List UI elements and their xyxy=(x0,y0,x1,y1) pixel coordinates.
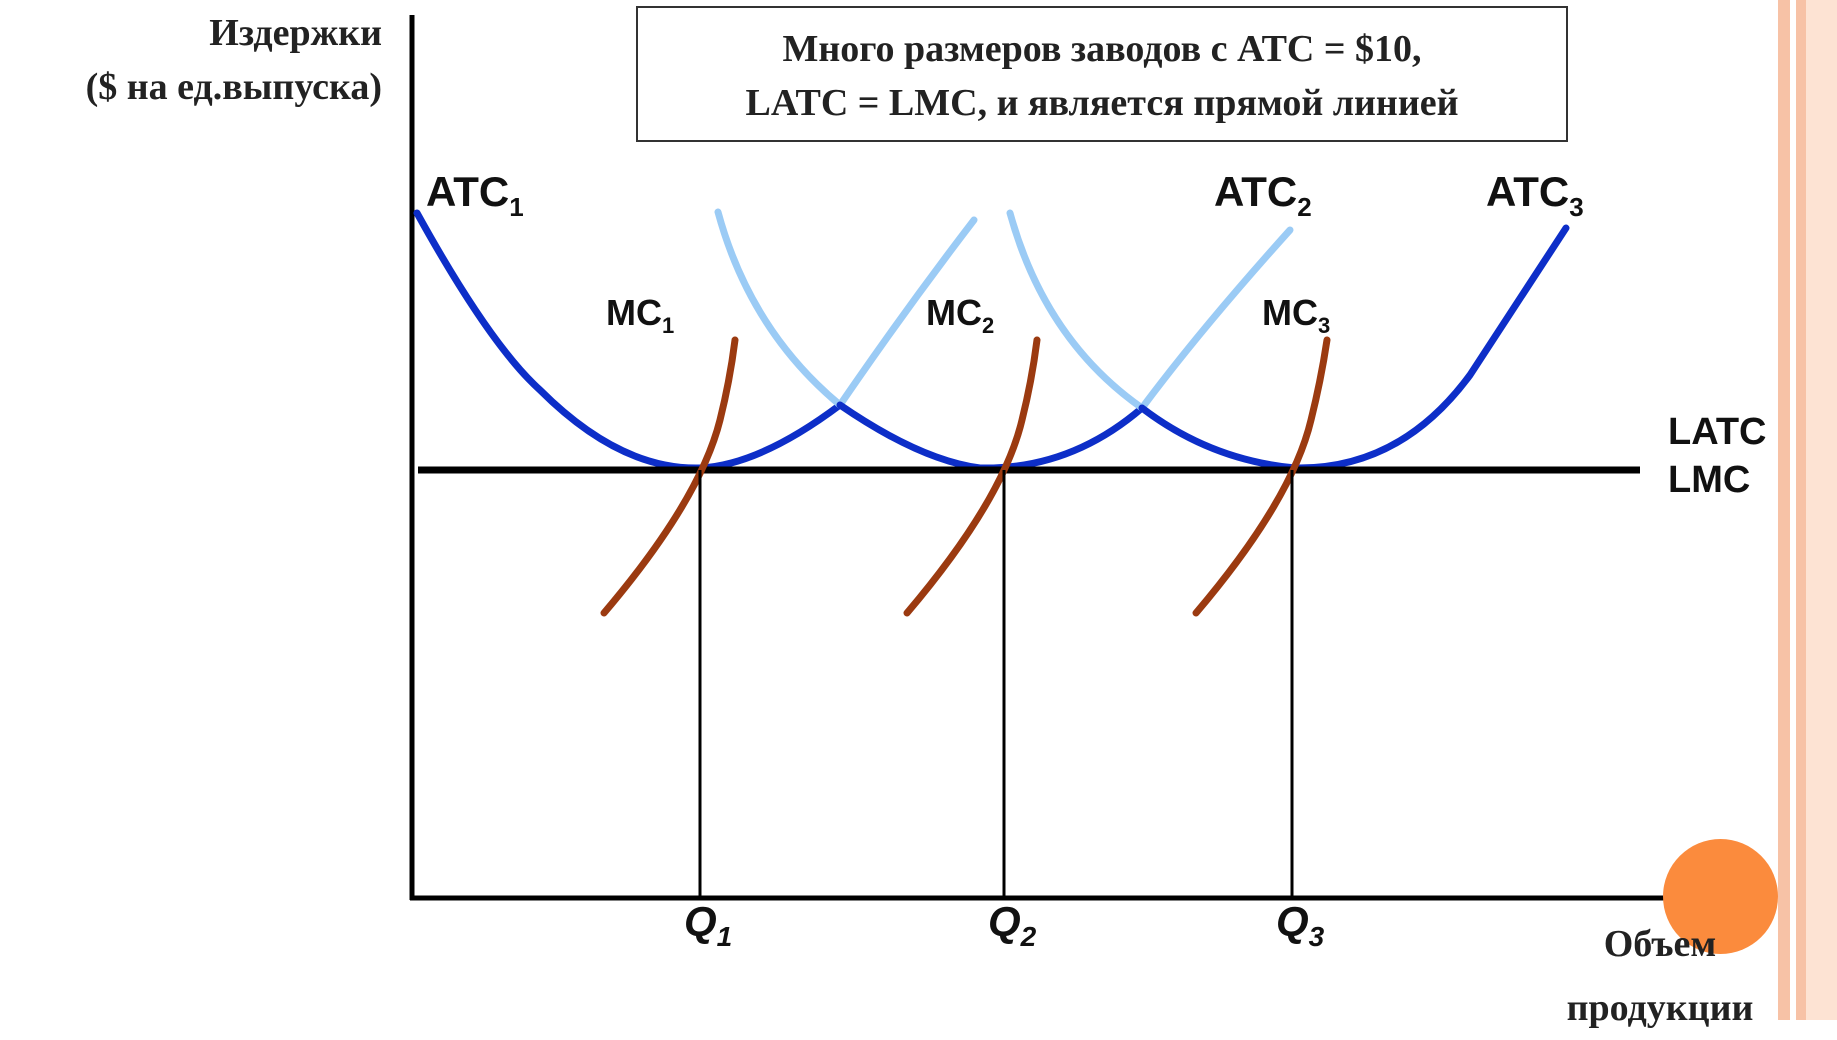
atc2-rising-light xyxy=(1138,226,1294,412)
q3-label: Q3 xyxy=(1276,898,1325,952)
stripe-2 xyxy=(1796,0,1806,1020)
latc-label-line-2: LMC xyxy=(1668,459,1751,501)
orange-circle-decoration xyxy=(1663,839,1778,954)
atc1-curve xyxy=(413,209,844,472)
latc-label-line-1: LATC = xyxy=(1668,411,1800,453)
mc1-curve xyxy=(600,336,739,617)
x-axis-label-line-2: продукции xyxy=(1566,987,1754,1029)
atc2-curve xyxy=(836,401,1146,472)
mc3-curve xyxy=(1192,336,1331,617)
y-axis-label: Издержки ($ на ед.выпуска) xyxy=(0,6,382,114)
note-box: Много размеров заводов с ATC = $10, LATC… xyxy=(636,6,1568,142)
atc1-rising-light xyxy=(836,216,978,409)
stripe-3 xyxy=(1806,0,1837,1020)
mc2-label: MC2 xyxy=(926,292,995,338)
atc2-falling-light xyxy=(714,208,844,409)
side-stripe-decoration xyxy=(1778,0,1837,1020)
atc3-label: ATC3 xyxy=(1486,168,1584,222)
x-axis-label: Объем продукции xyxy=(1530,912,1790,1040)
q2-label: Q2 xyxy=(988,898,1037,952)
stripe-1 xyxy=(1778,0,1790,1020)
latc-lmc-label: LATC = LMC xyxy=(1668,408,1799,504)
q1-label: Q1 xyxy=(684,898,733,952)
note-line-2: LATC = LMC, и является прямой линией xyxy=(745,82,1459,124)
mc3-label: MC3 xyxy=(1262,292,1331,338)
atc3-curve xyxy=(1138,224,1570,472)
x-axis-label-line-1: Объем xyxy=(1603,923,1717,965)
note-line-1: Много размеров заводов с ATC = $10, xyxy=(782,28,1422,70)
stripe-gap-1 xyxy=(1790,0,1796,1020)
atc1-label: ATC1 xyxy=(426,168,524,222)
mc2-curve xyxy=(903,336,1041,617)
mc1-label: MC1 xyxy=(606,292,675,338)
y-axis-label-line-1: Издержки xyxy=(209,12,382,54)
atc2-label: ATC2 xyxy=(1214,168,1312,222)
atc3-falling-light xyxy=(1006,209,1146,412)
y-axis-label-line-2: ($ на ед.выпуска) xyxy=(85,66,382,108)
